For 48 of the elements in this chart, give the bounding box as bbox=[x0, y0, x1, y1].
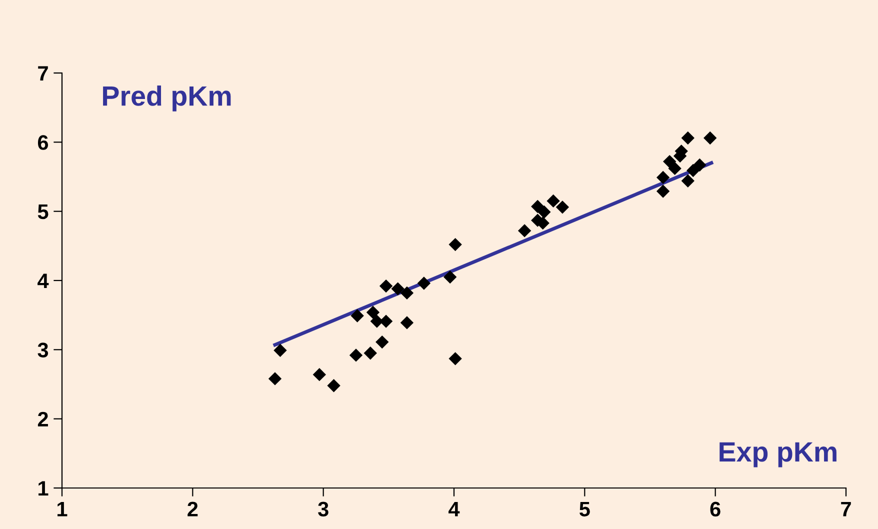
y-tick-label: 6 bbox=[38, 135, 48, 150]
x-tick-label: 7 bbox=[841, 502, 851, 516]
point bbox=[686, 164, 700, 178]
point bbox=[349, 348, 363, 362]
point bbox=[379, 279, 393, 293]
point bbox=[327, 379, 340, 392]
point bbox=[366, 306, 380, 319]
point bbox=[350, 309, 364, 322]
x-tick-label: 6 bbox=[710, 502, 720, 516]
x-tick-label: 5 bbox=[580, 502, 590, 516]
point bbox=[704, 131, 717, 145]
x-axis-title: Exp pKm bbox=[720, 442, 836, 468]
point bbox=[448, 238, 462, 252]
point bbox=[546, 194, 560, 208]
point bbox=[656, 170, 670, 184]
y-tick-label: 3 bbox=[38, 342, 48, 358]
point bbox=[448, 352, 462, 366]
point bbox=[391, 282, 404, 296]
point bbox=[400, 316, 414, 330]
y-tick-label: 2 bbox=[38, 412, 48, 426]
point bbox=[518, 224, 532, 238]
point bbox=[693, 158, 706, 172]
point bbox=[268, 372, 282, 386]
point bbox=[364, 346, 377, 360]
point bbox=[681, 174, 694, 188]
point bbox=[556, 200, 570, 214]
point bbox=[681, 131, 694, 145]
y-tick-label: 1 bbox=[38, 481, 48, 496]
point bbox=[312, 368, 326, 382]
point bbox=[538, 205, 551, 219]
point bbox=[656, 184, 670, 198]
point bbox=[376, 335, 389, 349]
y-axis-title: Pred pKm bbox=[103, 85, 231, 112]
point bbox=[443, 270, 457, 284]
y-tick-label: 5 bbox=[38, 204, 48, 220]
x-tick-label: 4 bbox=[448, 502, 460, 516]
point bbox=[379, 314, 393, 328]
x-tick-label: 1 bbox=[58, 502, 68, 516]
point bbox=[274, 344, 287, 357]
point bbox=[400, 286, 414, 300]
point bbox=[668, 162, 682, 176]
x-tick-label: 3 bbox=[318, 502, 328, 517]
point bbox=[417, 276, 431, 290]
point bbox=[663, 154, 676, 168]
y-tick-label: 4 bbox=[38, 274, 49, 288]
y-tick-label: 7 bbox=[38, 66, 48, 81]
x-tick-label: 2 bbox=[188, 502, 198, 516]
point bbox=[531, 200, 544, 214]
